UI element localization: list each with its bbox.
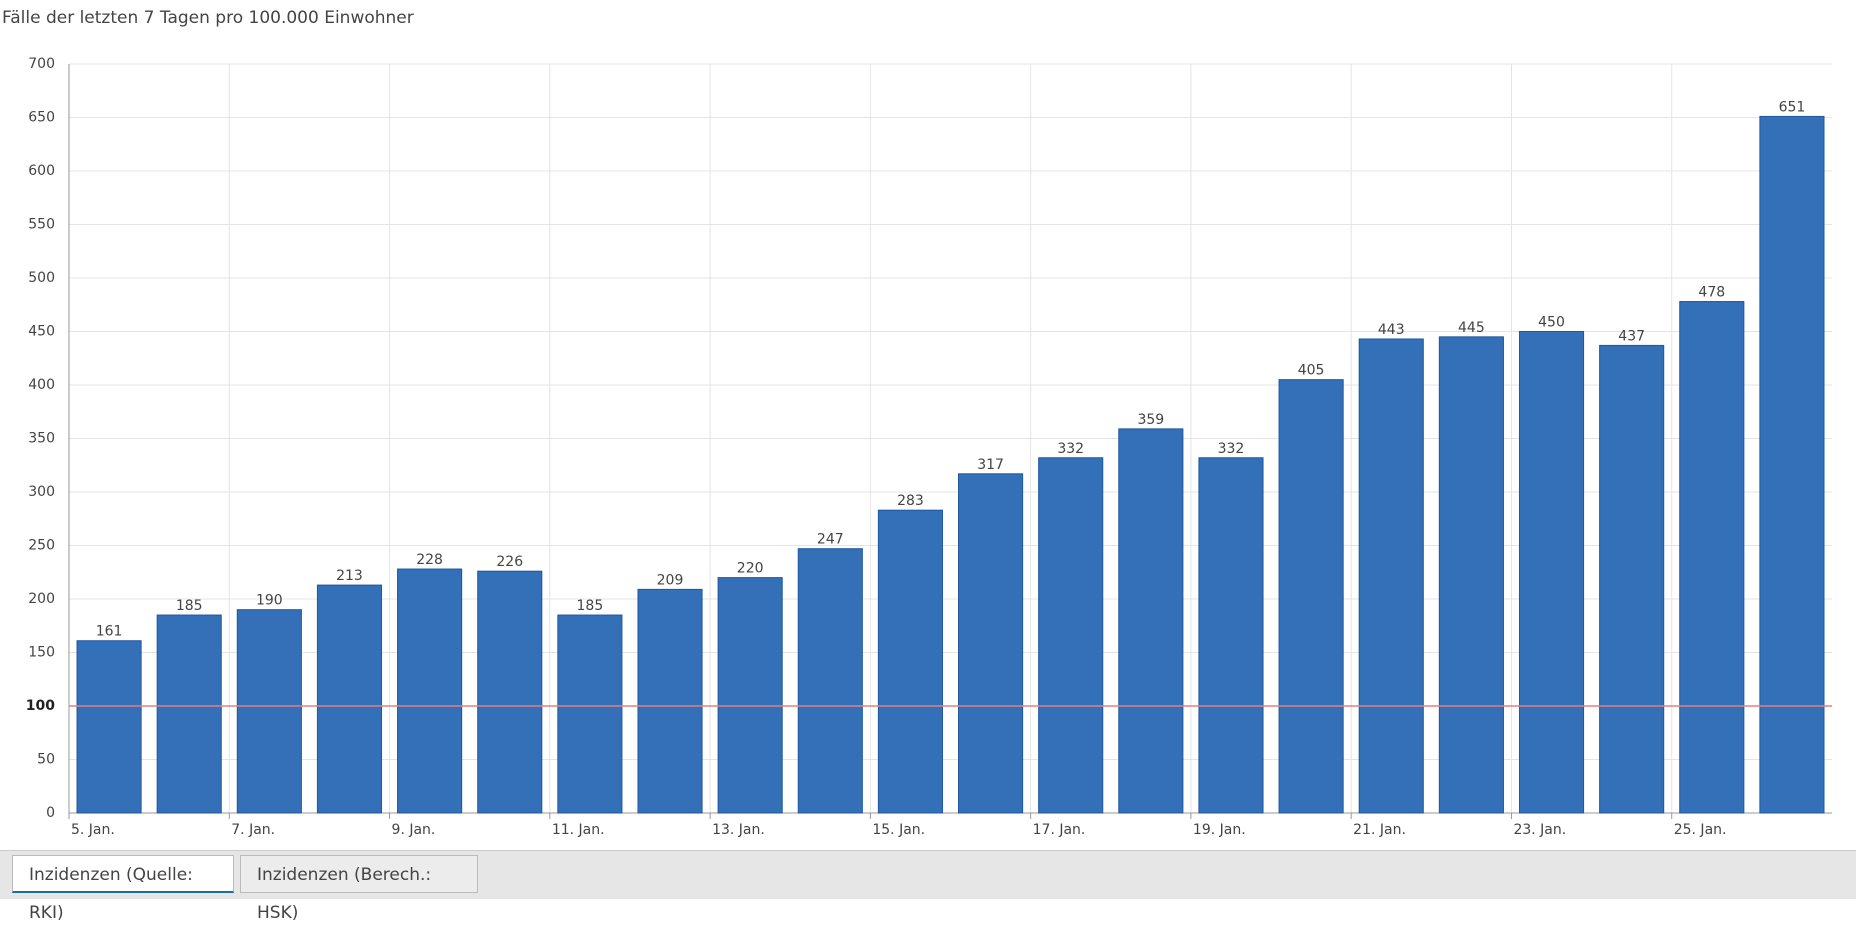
bar [1278, 379, 1344, 814]
y-tick-label: 200 [28, 591, 55, 607]
y-tick-label: 650 [28, 110, 55, 126]
data-label: 228 [416, 552, 443, 568]
bar [877, 509, 943, 814]
chart-title: Fälle der letzten 7 Tagen pro 100.000 Ei… [2, 8, 414, 28]
bar [76, 640, 142, 814]
x-tick-label: 17. Jan. [1033, 822, 1086, 838]
page: Fälle der letzten 7 Tagen pro 100.000 Ei… [0, 8, 1856, 923]
x-tick-label: 11. Jan. [552, 822, 605, 838]
data-label: 220 [737, 561, 764, 577]
y-tick-label: 500 [28, 270, 55, 286]
bar [557, 614, 623, 814]
data-label: 161 [96, 624, 123, 640]
y-tick-label: 150 [28, 645, 55, 661]
x-tick-label: 25. Jan. [1674, 822, 1727, 838]
x-tick-label: 7. Jan. [231, 822, 275, 838]
bar [397, 568, 463, 814]
x-tick-label: 23. Jan. [1513, 822, 1566, 838]
data-label: 226 [496, 554, 523, 570]
data-label: 283 [897, 493, 924, 509]
y-tick-label: 400 [28, 377, 55, 393]
data-label: 317 [977, 457, 1004, 473]
data-label: 213 [336, 568, 363, 584]
x-tick-label: 13. Jan. [712, 822, 765, 838]
bar [637, 588, 703, 814]
x-tick-label: 21. Jan. [1353, 822, 1406, 838]
y-tick-label: 250 [28, 538, 55, 554]
data-label: 651 [1779, 99, 1806, 115]
data-label: 185 [176, 598, 203, 614]
tab[interactable]: Inzidenzen (Berech.: HSK) [240, 855, 478, 923]
bar [717, 577, 783, 814]
bar [1438, 336, 1504, 814]
data-label: 185 [577, 598, 604, 614]
bar [1118, 428, 1184, 814]
data-label: 445 [1458, 320, 1485, 336]
bar [1518, 331, 1585, 814]
bar [958, 473, 1024, 814]
bar [236, 609, 302, 814]
data-label: 405 [1298, 363, 1325, 379]
bar [1198, 457, 1264, 814]
tab[interactable]: Inzidenzen (Quelle: RKI) [12, 855, 234, 923]
y-tick-label: 700 [28, 56, 55, 72]
data-label: 359 [1137, 412, 1164, 428]
bar [156, 614, 222, 814]
bar [1599, 344, 1665, 814]
data-label: 437 [1618, 328, 1645, 344]
bar [1038, 457, 1104, 814]
y-tick-label: 100 [26, 698, 55, 714]
data-label: 478 [1698, 285, 1725, 301]
x-tick-label: 9. Jan. [392, 822, 436, 838]
bar [797, 548, 863, 814]
bar [316, 584, 383, 814]
x-tick-label: 19. Jan. [1193, 822, 1246, 838]
bar [1358, 338, 1424, 814]
y-tick-label: 350 [28, 431, 55, 447]
bar [1679, 301, 1745, 814]
data-label: 450 [1538, 315, 1565, 331]
x-tick-label: 5. Jan. [71, 822, 115, 838]
data-label: 209 [657, 572, 684, 588]
y-tick-label: 450 [28, 324, 55, 340]
chart: Fälle der letzten 7 Tagen pro 100.000 Ei… [2, 8, 1832, 838]
data-label: 247 [817, 532, 844, 548]
data-label: 332 [1057, 441, 1084, 457]
y-tick-label: 50 [37, 752, 55, 768]
y-tick-label: 0 [46, 805, 55, 821]
y-tick-label: 550 [28, 217, 55, 233]
bar [477, 570, 543, 814]
x-tick-label: 15. Jan. [872, 822, 925, 838]
tab-bar: Inzidenzen (Quelle: RKI) Inzidenzen (Ber… [0, 850, 1856, 923]
data-label: 332 [1218, 441, 1245, 457]
data-label: 443 [1378, 322, 1405, 338]
y-tick-label: 300 [28, 484, 55, 500]
bar [1759, 115, 1825, 814]
data-label: 190 [256, 593, 283, 609]
y-tick-label: 600 [28, 163, 55, 179]
